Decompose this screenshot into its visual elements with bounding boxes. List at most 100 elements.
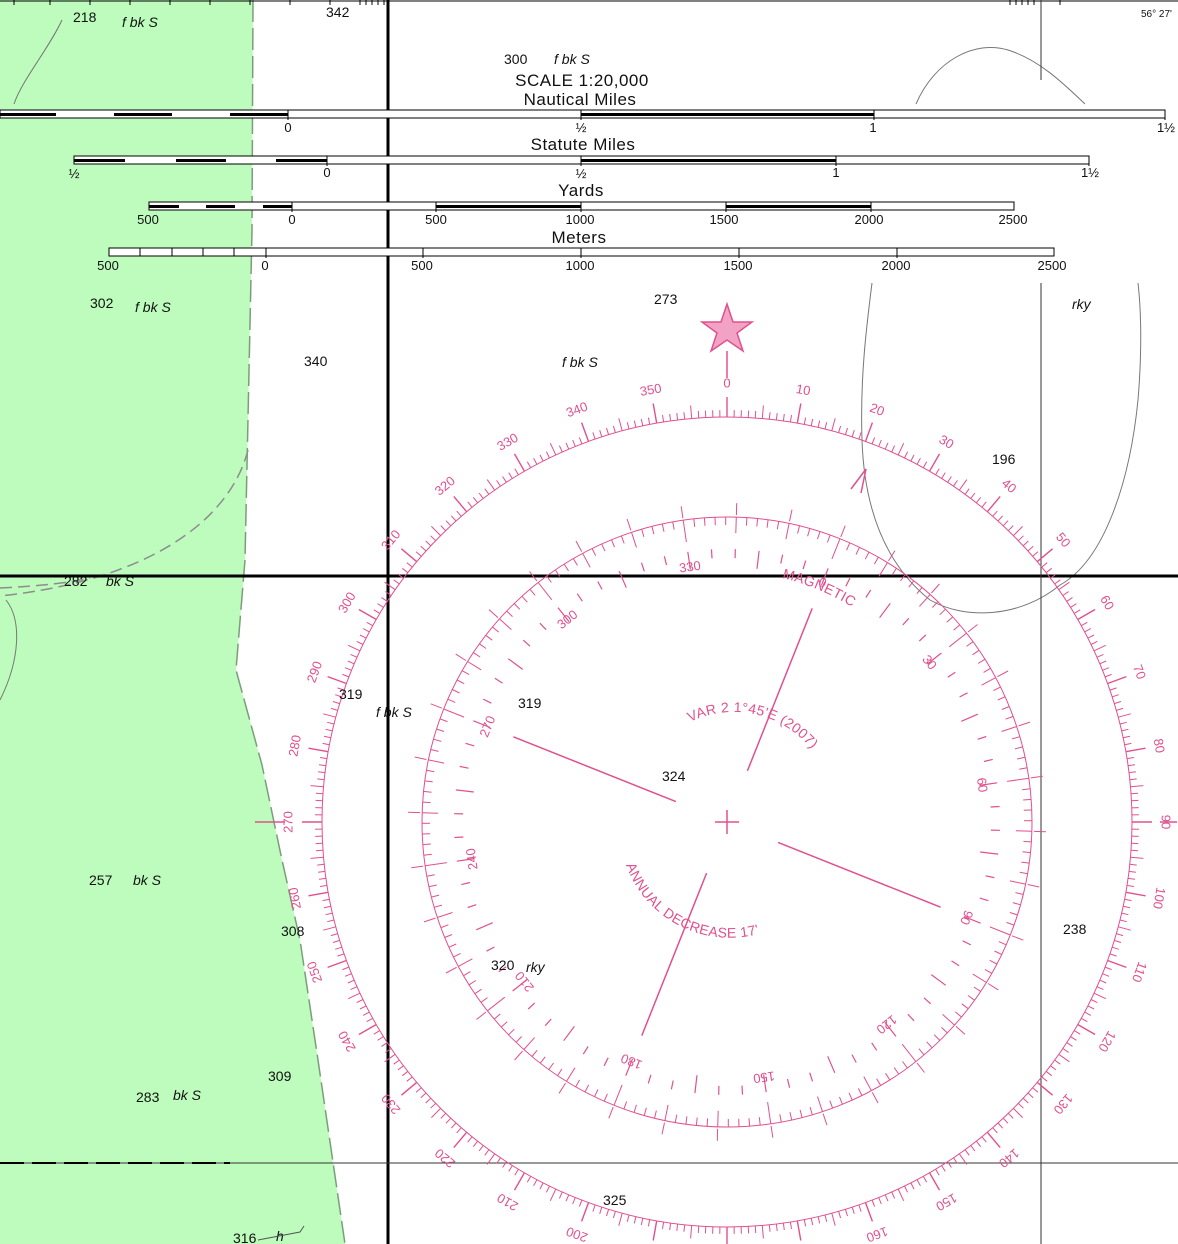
true-ring-tick [526, 461, 532, 469]
true-ring-tick [1077, 1023, 1096, 1036]
true-ring-degree-label: 350 [639, 380, 663, 399]
true-ring-tick [1027, 1092, 1034, 1099]
magnetic-ring-tick [926, 1041, 933, 1049]
magnetic-ring-tick [989, 926, 1011, 936]
true-ring-tick [789, 415, 792, 423]
magnetic-inner-tick [486, 946, 495, 952]
true-ring-tick [1099, 979, 1107, 984]
true-ring-tick [975, 1140, 982, 1148]
true-ring-tick [318, 764, 326, 767]
magnetic-inner-tick [576, 593, 583, 602]
true-ring-tick [1112, 694, 1119, 698]
magnetic-ring-tick [857, 1088, 863, 1096]
sounding: 283 [136, 1089, 160, 1105]
magnetic-ring-tick [554, 569, 561, 577]
true-ring-tick [1118, 926, 1131, 931]
magnetic-ring-tick [998, 941, 1007, 946]
true-ring-tick [308, 891, 329, 897]
magnetic-ring-tick [989, 959, 998, 965]
true-ring-tick [1058, 581, 1070, 591]
sounding: 238 [1063, 921, 1087, 937]
magnetic-ring-tick [539, 1056, 546, 1064]
magnetic-ring-tick [766, 519, 769, 528]
true-ring-tick [384, 581, 396, 591]
true-ring-tick [325, 912, 333, 916]
true-ring-tick [393, 579, 400, 585]
true-ring-tick [647, 1219, 651, 1227]
true-ring-tick [453, 1131, 468, 1149]
true-ring-tick [320, 884, 328, 887]
magnetic-inner-tick [482, 698, 492, 704]
sounding: 319 [339, 686, 363, 702]
magnetic-ring-tick [961, 1003, 969, 1010]
magnetic-ring-tick [594, 1089, 599, 1097]
magnetic-ring-outer-tick [626, 518, 632, 531]
magnetic-ring-tick [748, 1118, 751, 1127]
true-ring-tick [1084, 628, 1092, 633]
contour-line-topright [915, 46, 1086, 105]
magnetic-ring-outer-tick [987, 983, 999, 991]
magnetic-inner-tick [557, 607, 570, 623]
true-ring-tick [317, 778, 325, 781]
true-ring-tick [844, 1209, 848, 1217]
magnetic-ring-tick [521, 595, 528, 603]
true-ring-tick [1077, 608, 1096, 621]
bottom-note: f bk S [135, 299, 171, 315]
magnetic-ring-tick [1015, 830, 1032, 832]
true-ring-tick [400, 548, 418, 563]
true-ring-tick [347, 992, 361, 1000]
magnetic-ring-tick [575, 1079, 581, 1088]
magnetic-ring-tick [717, 1110, 719, 1127]
true-ring-tick [941, 472, 946, 479]
magnetic-ring-tick [492, 626, 500, 633]
magnetic-inner-tick [926, 652, 942, 665]
true-ring-tick [1070, 1036, 1077, 1041]
true-ring-tick [508, 472, 513, 479]
magnetic-ring-tick [797, 525, 800, 534]
magnetic-ring-tick [767, 1102, 772, 1124]
yards-bar [148, 201, 1015, 212]
magnetic-inner-tick [947, 671, 956, 678]
true-ring-tick [1058, 1053, 1070, 1063]
true-ring-tick [640, 1217, 644, 1226]
true-ring-tick [373, 609, 381, 614]
true-ring-degree-label: 0 [723, 375, 730, 390]
true-ring-tick [891, 445, 896, 453]
magnetic-ring-tick [422, 843, 431, 846]
magnetic-ring-tick [993, 686, 1001, 692]
true-ring-tick [958, 1153, 968, 1165]
bottom-note: f bk S [562, 354, 598, 370]
true-ring-tick [775, 1223, 778, 1231]
true-ring-degree-label: 150 [933, 1190, 959, 1214]
magnetic-inner-tick [951, 960, 960, 967]
true-ring-tick [502, 1161, 507, 1168]
magnetic-ring-tick [1006, 921, 1015, 926]
true-ring-tick [1032, 551, 1039, 557]
magnetic-ring-outer-tick [871, 1092, 879, 1104]
true-ring-tick [549, 442, 557, 456]
magnetic-ring-degree-label: 150 [752, 1068, 776, 1086]
true-ring-tick [761, 1225, 764, 1239]
true-ring-tick [1122, 735, 1131, 739]
magnetic-spoke [513, 736, 677, 803]
true-ring-tick [420, 545, 427, 552]
true-ring-tick [332, 939, 340, 943]
true-ring-tick [456, 510, 462, 517]
magnetic-ring-tick [631, 532, 637, 548]
true-ring-tick [652, 403, 658, 424]
true-ring-tick [652, 1220, 658, 1241]
true-ring-tick [1013, 1108, 1023, 1118]
true-ring-tick [775, 413, 778, 421]
statute-tick-1-half: 1½ [1081, 165, 1099, 180]
meters-tick-500-left: 500 [97, 258, 119, 273]
magnetic-inner-tick [663, 556, 668, 566]
true-ring-tick [922, 461, 928, 469]
magnetic-ring-tick [693, 518, 696, 527]
magnetic-inner-tick [879, 602, 891, 619]
magnetic-inner-tick [741, 1085, 744, 1095]
true-ring-tick [935, 468, 940, 476]
magnetic-ring-tick [977, 658, 986, 664]
magnetic-ring-tick [584, 1084, 590, 1093]
true-ring-tick [456, 1127, 462, 1134]
